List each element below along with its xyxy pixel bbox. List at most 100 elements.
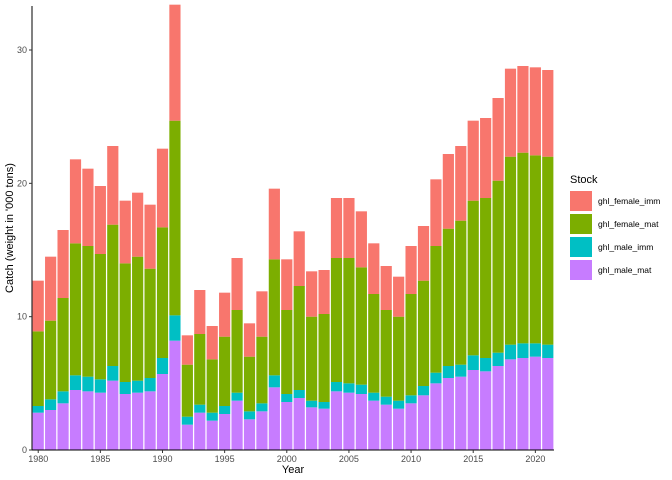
- bar-ghl-female-mat-2006: [355, 267, 367, 385]
- bar-ghl-male-imm-2015: [467, 355, 479, 370]
- bar-ghl-male-imm-1983: [69, 375, 82, 390]
- bar-ghl-female-imm-1998: [256, 291, 268, 337]
- x-tick-label: 2000: [277, 454, 297, 464]
- bar-ghl-female-mat-2021: [542, 156, 554, 345]
- bar-ghl-male-mat-1982: [57, 403, 69, 450]
- bar-ghl-female-mat-2003: [318, 314, 330, 402]
- bar-ghl-male-mat-1996: [231, 400, 243, 450]
- bar-ghl-female-mat-1983: [69, 243, 82, 376]
- bar-ghl-female-imm-2021: [542, 70, 554, 157]
- y-tick-label: 20: [17, 178, 27, 188]
- bar-ghl-male-mat-2004: [330, 391, 343, 450]
- bar-ghl-male-mat-2014: [455, 376, 467, 450]
- bar-ghl-male-mat-2002: [306, 407, 318, 450]
- bar-ghl-male-imm-2007: [368, 392, 380, 401]
- bar-ghl-female-mat-2010: [405, 294, 417, 396]
- x-tick-label: 2020: [525, 454, 545, 464]
- bar-ghl-male-mat-2006: [355, 394, 367, 450]
- bar-ghl-female-imm-1996: [231, 258, 243, 310]
- bar-ghl-female-imm-2003: [318, 270, 330, 314]
- bar-ghl-female-imm-2001: [293, 231, 305, 286]
- bar-ghl-male-imm-1986: [107, 366, 119, 381]
- bar-ghl-male-mat-1986: [107, 380, 119, 450]
- bar-ghl-male-imm-1982: [57, 391, 69, 404]
- bar-ghl-male-mat-1987: [119, 394, 131, 450]
- y-axis-ticks: 0 10 20 30: [17, 45, 32, 455]
- bar-ghl-female-imm-1980: [32, 280, 44, 332]
- legend-label-ghl-female-mat: ghl_female_mat: [598, 219, 659, 229]
- bar-ghl-female-imm-2018: [504, 68, 517, 157]
- bar-ghl-male-mat-1998: [256, 411, 268, 450]
- bar-ghl-female-mat-1985: [94, 254, 106, 380]
- bar-ghl-male-mat-1994: [206, 420, 218, 450]
- bar-ghl-female-mat-2017: [492, 180, 504, 353]
- legend-title: Stock: [570, 174, 598, 186]
- bar-ghl-female-imm-2011: [417, 226, 430, 281]
- bar-ghl-female-mat-1990: [156, 227, 169, 358]
- bar-ghl-female-mat-1982: [57, 298, 69, 392]
- bar-ghl-male-mat-2000: [281, 402, 293, 450]
- bar-ghl-female-imm-2004: [330, 198, 343, 258]
- bar-ghl-male-mat-2020: [529, 356, 541, 450]
- bar-ghl-female-imm-1992: [181, 335, 193, 365]
- x-tick-label: 2010: [401, 454, 421, 464]
- bar-ghl-female-mat-1996: [231, 310, 243, 393]
- bar-ghl-male-mat-1990: [156, 374, 169, 450]
- bar-ghl-male-imm-2002: [306, 400, 318, 408]
- bar-ghl-female-imm-1999: [268, 188, 280, 260]
- bar-ghl-female-mat-1989: [144, 268, 156, 378]
- bar-ghl-male-mat-1999: [268, 387, 280, 450]
- bar-ghl-male-imm-1990: [156, 358, 169, 374]
- bar-ghl-male-imm-1996: [231, 392, 243, 401]
- bar-ghl-male-imm-1993: [194, 404, 206, 413]
- bar-ghl-male-imm-2013: [442, 366, 454, 378]
- bar-ghl-male-mat-2005: [343, 392, 355, 450]
- bar-ghl-female-imm-2017: [492, 98, 504, 181]
- bar-ghl-female-imm-2009: [393, 276, 405, 317]
- y-axis-title: Catch (weight in '000 tons): [4, 163, 16, 293]
- x-tick-label: 2015: [463, 454, 483, 464]
- bar-ghl-female-mat-2011: [417, 280, 430, 386]
- bar-ghl-male-imm-2016: [480, 358, 492, 372]
- bar-ghl-male-mat-1984: [82, 391, 94, 450]
- bar-ghl-male-imm-1994: [206, 412, 218, 421]
- bar-ghl-female-mat-1981: [45, 320, 57, 400]
- bar-ghl-male-mat-2003: [318, 408, 330, 450]
- bar-ghl-male-mat-1989: [144, 391, 156, 450]
- bar-ghl-male-imm-1999: [268, 375, 280, 388]
- bar-ghl-female-imm-1981: [45, 256, 57, 321]
- bar-ghl-female-imm-2012: [430, 179, 442, 246]
- bar-ghl-female-imm-1991: [169, 4, 181, 121]
- bar-ghl-male-imm-1992: [181, 416, 193, 425]
- x-axis-ticks: 1980 1985 1990 1995 2000 2005 2010 2015 2020: [28, 450, 545, 464]
- legend-label-ghl-male-mat: ghl_male_mat: [598, 265, 652, 275]
- bar-ghl-female-imm-1987: [119, 200, 131, 264]
- bar-ghl-female-imm-2007: [368, 243, 380, 294]
- legend-key-ghl-male-mat: [570, 260, 592, 280]
- bar-ghl-male-mat-1993: [194, 412, 206, 450]
- bar-ghl-male-imm-1989: [144, 378, 156, 392]
- legend-label-ghl-male-imm: ghl_male_imm: [598, 242, 653, 252]
- bar-ghl-female-imm-2002: [306, 271, 318, 317]
- bars-layer: [32, 4, 554, 450]
- bar-ghl-male-imm-2008: [380, 396, 392, 405]
- bar-ghl-female-mat-1991: [169, 120, 181, 316]
- bar-ghl-female-imm-1993: [194, 290, 206, 334]
- x-tick-label: 1990: [152, 454, 172, 464]
- bar-ghl-female-mat-1988: [132, 256, 144, 381]
- bar-ghl-male-imm-1985: [94, 379, 106, 393]
- bar-ghl-male-imm-2014: [455, 364, 467, 377]
- bar-ghl-female-imm-2008: [380, 266, 392, 310]
- bar-ghl-male-imm-2010: [405, 395, 417, 404]
- bar-ghl-female-mat-2015: [467, 200, 479, 356]
- x-axis-title: Year: [282, 464, 305, 476]
- bar-ghl-male-imm-2021: [542, 344, 554, 358]
- bar-ghl-female-mat-1999: [268, 259, 280, 376]
- bar-ghl-female-mat-2013: [442, 228, 454, 366]
- legend-key-ghl-female-imm: [570, 191, 592, 211]
- bar-ghl-female-mat-1997: [243, 356, 256, 412]
- bar-ghl-female-imm-2010: [405, 246, 417, 294]
- bar-ghl-female-imm-2013: [442, 154, 454, 229]
- x-tick-label: 1980: [28, 454, 48, 464]
